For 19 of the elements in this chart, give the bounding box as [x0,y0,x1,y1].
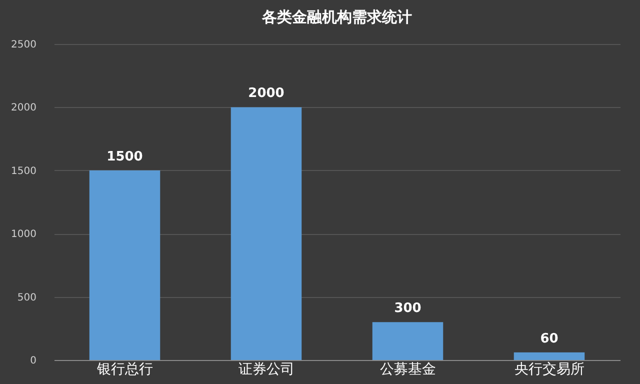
chart-title: 各类金融机构需求统计 [261,8,412,26]
y-tick-label: 2500 [11,40,36,50]
x-tick-label: 银行总行 [96,362,153,378]
data-label: 1500 [106,149,143,164]
bar [372,322,444,360]
x-tick-label: 证券公司 [238,362,294,378]
y-tick-label: 2000 [11,102,36,114]
y-tick-label: 1500 [11,166,36,177]
data-label: 60 [540,331,558,346]
y-tick-label: 1000 [11,229,36,240]
x-tick-label: 公募基金 [380,362,436,378]
bar [89,170,160,360]
y-tick-label: 500 [17,292,36,304]
data-label: 300 [394,301,422,316]
bar [514,352,585,360]
x-tick-label: 央行交易所 [514,362,584,378]
y-tick-label: 0 [30,356,36,366]
bar [230,107,302,360]
data-label: 2000 [248,86,284,102]
